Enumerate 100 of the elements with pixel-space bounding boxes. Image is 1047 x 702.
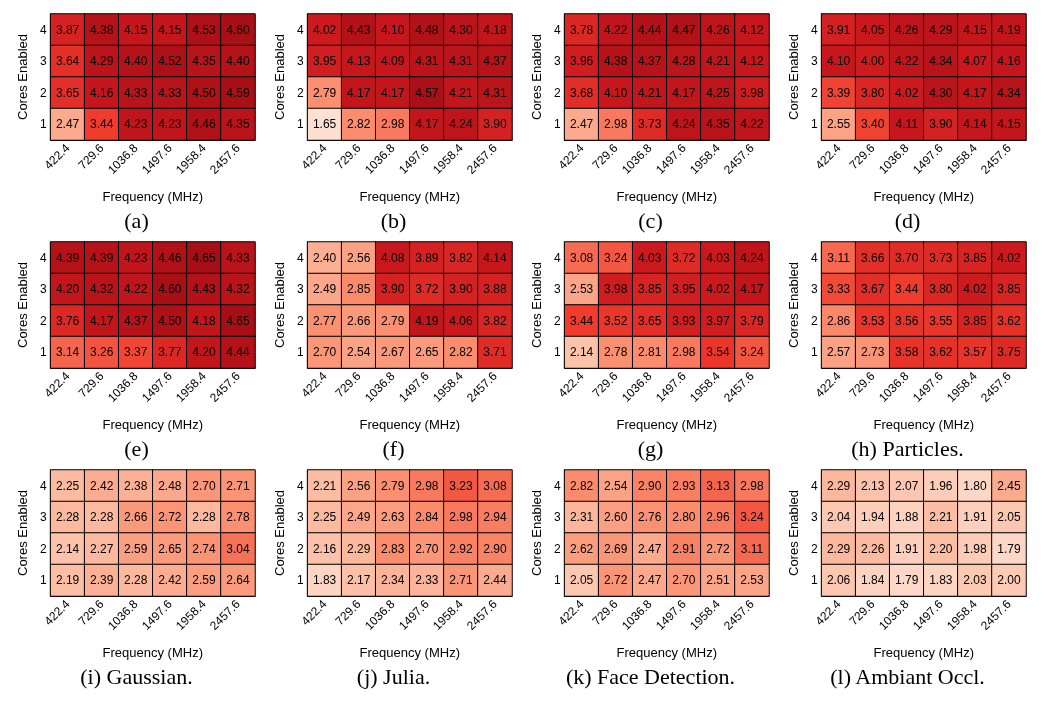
data-label: 3.11 <box>827 250 851 265</box>
data-label: 2.14 <box>55 541 80 556</box>
y-tick-label: 1 <box>810 573 818 588</box>
data-label: 2.98 <box>604 117 628 132</box>
data-label: 2.82 <box>449 345 473 360</box>
data-label: 3.77 <box>158 345 182 360</box>
data-label: 2.79 <box>381 478 405 493</box>
data-label: 3.04 <box>226 541 250 556</box>
y-tick-label: 2 <box>296 85 304 100</box>
data-label: 4.24 <box>740 250 764 265</box>
data-label: 4.46 <box>158 250 182 265</box>
data-label: 3.53 <box>861 313 885 328</box>
y-tick-label: 1 <box>810 345 818 360</box>
data-label: 3.39 <box>826 85 851 100</box>
data-label: 3.78 <box>569 22 594 37</box>
data-label: 4.22 <box>124 282 148 297</box>
x-axis-title: Frequency (MHz) <box>102 645 203 660</box>
data-label: 2.51 <box>706 573 730 588</box>
data-label: 4.24 <box>449 117 473 132</box>
data-label: 3.52 <box>604 313 628 328</box>
data-label: 4.18 <box>483 22 507 37</box>
data-label: 4.19 <box>415 313 439 328</box>
data-label: 4.38 <box>90 22 114 37</box>
data-label: 4.50 <box>158 313 182 328</box>
data-label: 4.17 <box>740 282 764 297</box>
data-label: 3.24 <box>740 345 764 360</box>
data-label: 2.47 <box>55 117 80 132</box>
data-label: 2.98 <box>381 117 405 132</box>
data-label: 4.65 <box>192 250 216 265</box>
y-tick-label: 2 <box>39 541 47 556</box>
data-label: 1.83 <box>312 573 337 588</box>
data-label: 4.32 <box>226 282 250 297</box>
data-label: 4.08 <box>381 250 405 265</box>
data-label: 3.56 <box>895 313 919 328</box>
data-label: 4.35 <box>226 117 250 132</box>
data-label: 3.08 <box>569 250 594 265</box>
y-tick-label: 1 <box>810 117 818 132</box>
data-label: 4.32 <box>90 282 114 297</box>
y-tick-label: 1 <box>39 345 47 360</box>
data-label: 2.33 <box>415 573 439 588</box>
data-label: 1.96 <box>929 478 953 493</box>
data-label: 3.08 <box>483 478 507 493</box>
y-tick-label: 2 <box>553 313 561 328</box>
data-label: 2.74 <box>192 541 216 556</box>
data-label: 2.21 <box>929 510 953 525</box>
data-label: 2.38 <box>124 478 148 493</box>
data-label: 2.72 <box>706 541 730 556</box>
data-label: 3.93 <box>672 313 696 328</box>
data-label: 3.87 <box>55 22 80 37</box>
data-label: 2.79 <box>381 313 405 328</box>
data-label: 4.12 <box>740 54 764 69</box>
y-axis-title: Cores Enabled <box>272 34 287 120</box>
text: (l) Ambiant Occl. <box>830 663 985 689</box>
data-label: 4.28 <box>672 54 696 69</box>
text: (g) <box>637 435 664 461</box>
data-label: 2.28 <box>55 510 80 525</box>
data-label: 4.57 <box>415 85 439 100</box>
data-label: 2.65 <box>415 345 439 360</box>
data-label: 2.20 <box>929 541 953 556</box>
y-tick-label: 3 <box>296 510 304 525</box>
data-label: 4.26 <box>706 22 730 37</box>
data-label: 2.42 <box>158 573 182 588</box>
data-label: 2.64 <box>226 573 250 588</box>
data-label: 4.24 <box>672 117 696 132</box>
data-label: 2.66 <box>124 510 148 525</box>
x-axis-title: Frequency (MHz) <box>359 417 460 432</box>
y-axis-title: Cores Enabled <box>529 490 544 576</box>
data-label: 3.82 <box>483 313 507 328</box>
y-tick-label: 4 <box>39 250 47 265</box>
data-label: 2.28 <box>124 573 148 588</box>
data-label: 2.05 <box>997 510 1021 525</box>
data-label: 3.72 <box>415 282 439 297</box>
y-tick-label: 3 <box>810 54 818 69</box>
data-label: 3.89 <box>415 250 439 265</box>
data-label: 2.54 <box>604 478 628 493</box>
data-label: 2.29 <box>826 541 851 556</box>
data-label: 2.59 <box>124 541 148 556</box>
data-label: 3.75 <box>997 345 1021 360</box>
data-label: 3.23 <box>449 478 473 493</box>
data-label: 4.44 <box>226 345 250 360</box>
y-tick-label: 2 <box>810 313 818 328</box>
y-tick-label: 1 <box>296 573 304 588</box>
data-label: 2.80 <box>672 510 696 525</box>
data-label: 4.18 <box>192 313 216 328</box>
data-label: 2.49 <box>312 282 337 297</box>
data-label: 2.71 <box>226 478 250 493</box>
data-label: 4.33 <box>226 250 250 265</box>
data-label: 3.85 <box>963 250 987 265</box>
data-label: 4.09 <box>381 54 405 69</box>
data-label: 4.31 <box>483 85 507 100</box>
data-label: 1.94 <box>861 510 885 525</box>
data-label: 3.66 <box>861 250 885 265</box>
data-label: 4.16 <box>997 54 1021 69</box>
data-label: 2.16 <box>312 541 337 556</box>
y-tick-label: 4 <box>296 250 304 265</box>
data-label: 3.70 <box>895 250 919 265</box>
data-label: 2.72 <box>604 573 628 588</box>
data-label: 4.15 <box>963 22 987 37</box>
data-label: 2.47 <box>638 541 662 556</box>
data-label: 1.91 <box>963 510 987 525</box>
